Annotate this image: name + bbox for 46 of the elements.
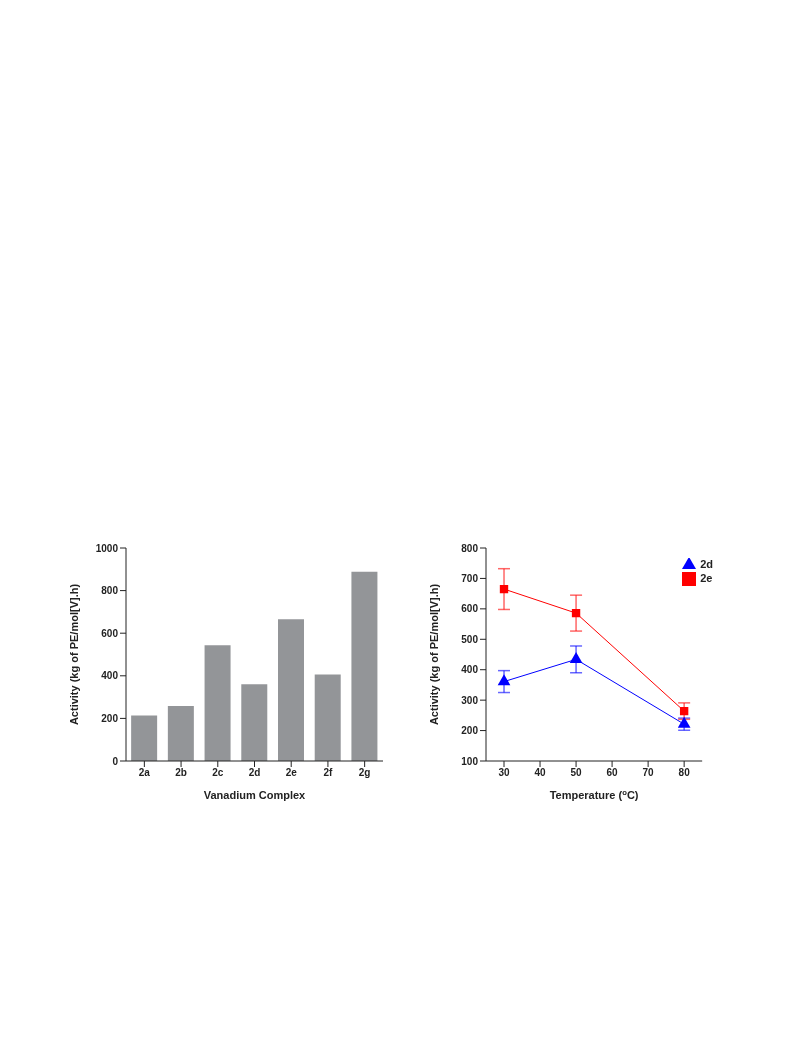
x-tick-label: 2g <box>358 767 371 779</box>
x-tick-label: 2e <box>285 767 298 779</box>
y-tick-label: 0 <box>112 755 119 767</box>
y-tick-label: 600 <box>461 603 479 615</box>
x-axis-title: Temperature ($^{o}$C) <box>549 787 639 801</box>
y-tick-label: 400 <box>461 664 479 676</box>
y-tick-label: 300 <box>461 694 479 706</box>
y-tick-label: 200 <box>101 712 119 724</box>
bar <box>241 684 268 761</box>
y-tick-label: 1000 <box>95 542 119 554</box>
bar <box>351 571 378 761</box>
x-tick-label: 40 <box>534 767 547 779</box>
x-tick-label: 2a <box>138 767 151 779</box>
y-axis-title: Activity (kg of PE/mol[V].h) <box>68 583 80 726</box>
y-tick-label: 400 <box>101 670 119 682</box>
point <box>569 652 583 664</box>
x-tick-label: 2d <box>248 767 261 779</box>
bar <box>278 619 304 761</box>
y-tick-label: 500 <box>461 633 479 645</box>
point <box>571 608 581 618</box>
x-tick-label: 50 <box>570 767 583 779</box>
y-tick-label: 700 <box>461 572 479 584</box>
x-tick-label: 2c <box>212 767 224 779</box>
point <box>499 584 509 594</box>
legend-label: 2d <box>700 558 713 570</box>
y-tick-label: 600 <box>101 627 119 639</box>
point <box>679 706 689 716</box>
x-tick-label: 30 <box>498 767 511 779</box>
x-tick-label: 2b <box>175 767 187 779</box>
y-tick-label: 800 <box>461 542 479 554</box>
x-tick-label: 2f <box>323 767 334 779</box>
x-tick-label: 80 <box>678 767 691 779</box>
bar <box>204 645 231 761</box>
bar <box>167 706 194 761</box>
point <box>677 716 691 728</box>
y-tick-label: 800 <box>101 585 119 597</box>
x-tick-label: 70 <box>642 767 655 779</box>
y-tick-label: 100 <box>461 755 479 767</box>
y-tick-label: 200 <box>461 725 479 737</box>
legend-label: 2e <box>700 572 713 585</box>
y-axis-title: Activity (kg of PE/mol[V].h) <box>428 583 440 726</box>
x-tick-label: 60 <box>606 767 619 779</box>
bar <box>131 715 158 761</box>
x-axis-title: Vanadium Complex <box>203 789 307 801</box>
point <box>497 674 511 686</box>
bar <box>314 674 341 761</box>
